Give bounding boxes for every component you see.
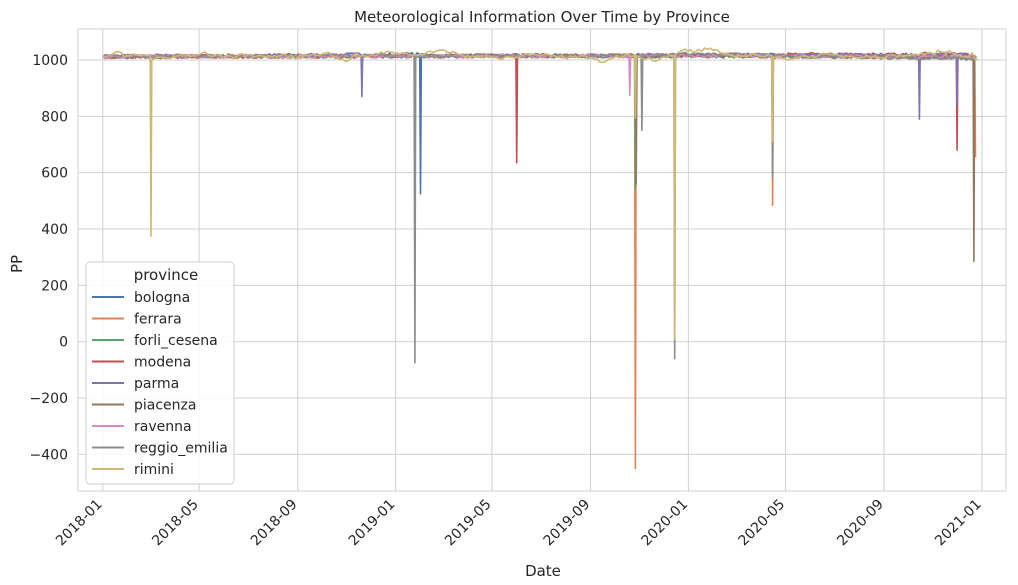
x-tick-label: 2020-05 bbox=[736, 497, 789, 550]
x-axis-ticks: 2018-01 2018-05 2018-09 2019-01 2019-05 2019-… bbox=[53, 497, 985, 550]
legend-label-ravenna: ravenna bbox=[134, 419, 192, 435]
y-tick-label: 200 bbox=[41, 278, 68, 294]
y-tick-label: 0 bbox=[59, 335, 68, 351]
legend-title: province bbox=[134, 266, 199, 284]
y-tick-label: 400 bbox=[41, 222, 68, 238]
legend-label-reggio_emilia: reggio_emilia bbox=[134, 441, 228, 457]
y-axis-ticks: −400 −200 0 200 400 600 800 1000 bbox=[30, 53, 68, 463]
legend-label-modena: modena bbox=[134, 355, 191, 371]
x-tick-label: 2020-01 bbox=[639, 497, 692, 550]
x-tick-label: 2019-01 bbox=[346, 497, 399, 550]
series-line-rimini bbox=[102, 47, 978, 340]
chart-title: Meteorological Information Over Time by … bbox=[354, 8, 730, 26]
legend-label-rimini: rimini bbox=[134, 462, 174, 478]
legend-label-ferrara: ferrara bbox=[134, 312, 182, 328]
y-tick-label: −200 bbox=[30, 391, 68, 407]
y-tick-label: 800 bbox=[41, 109, 68, 125]
x-axis-label: Date bbox=[525, 562, 561, 580]
x-tick-label: 2021-01 bbox=[932, 497, 985, 550]
legend: province bologna ferrara forli_cesenamoden… bbox=[85, 261, 235, 485]
x-tick-label: 2018-05 bbox=[149, 497, 202, 550]
legend-label-bologna: bologna bbox=[134, 290, 190, 306]
y-tick-label: 1000 bbox=[32, 53, 68, 69]
x-tick-label: 2019-05 bbox=[442, 497, 495, 550]
x-tick-label: 2018-09 bbox=[248, 497, 301, 550]
y-axis-label: PP bbox=[8, 255, 26, 273]
x-tick-label: 2020-09 bbox=[834, 497, 887, 550]
y-tick-label: 600 bbox=[41, 166, 68, 182]
y-tick-label: −400 bbox=[30, 447, 68, 463]
legend-label-forli_cesena: forli_cesena bbox=[134, 333, 218, 349]
legend-label-parma: parma bbox=[134, 376, 179, 392]
legend-label-piacenza: piacenza bbox=[134, 398, 196, 414]
series-lines bbox=[102, 47, 978, 470]
x-tick-label: 2018-01 bbox=[53, 497, 106, 550]
x-tick-label: 2019-09 bbox=[541, 497, 594, 550]
